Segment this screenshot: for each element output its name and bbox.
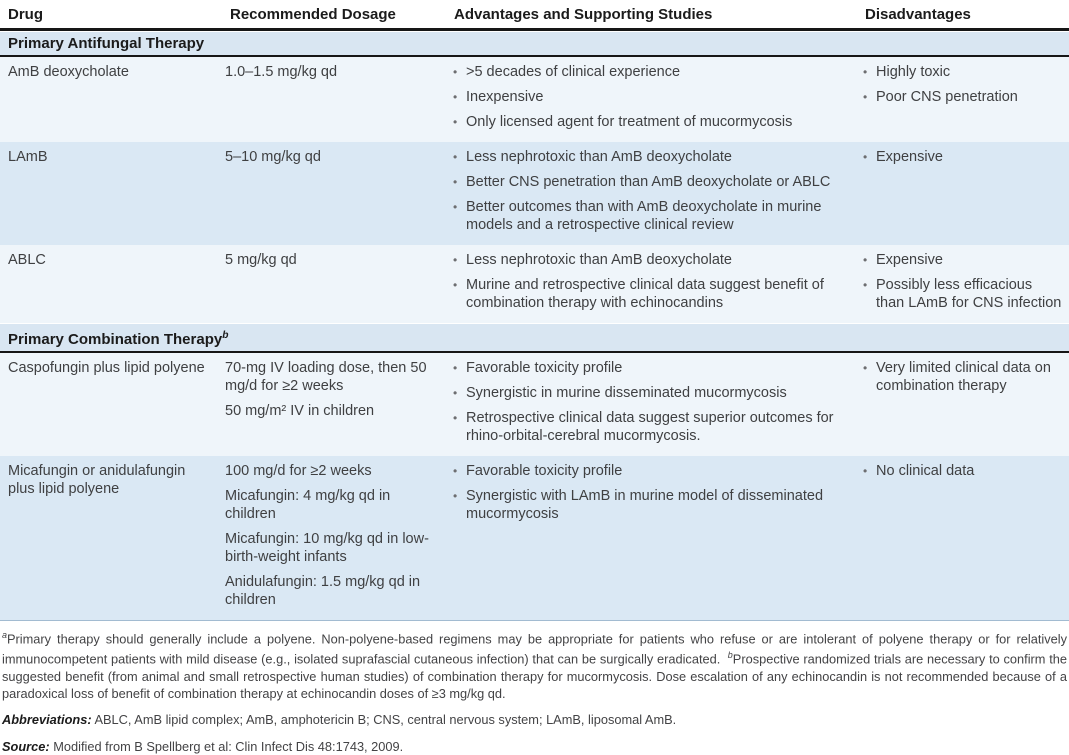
table-row-amb-deoxycholate: AmB deoxycholate 1.0–1.5 mg/kg qd • >5 de… [0, 57, 1069, 142]
bullet-icon: • [863, 361, 868, 375]
advantage-item: • Better CNS penetration than AmB deoxych… [453, 174, 831, 190]
bullet-icon: • [453, 489, 458, 503]
bullet-icon: • [863, 65, 868, 79]
disadvantage-item: • Expensive [863, 252, 943, 268]
footnote-a-text: Primary therapy should generally include… [2, 631, 1067, 667]
table-row-micafungin-anidulafungin: Micafungin or anidulafungin plus lipid p… [0, 456, 1069, 621]
dosage-line: 50 mg/m² IV in children [225, 403, 375, 419]
disadvantage-item: • Expensive [863, 149, 943, 165]
drug-name: Caspofungin plus lipid polyene [8, 360, 205, 376]
drug-name: LAmB [8, 149, 48, 165]
section-title: Primary Combination Therapy [8, 331, 223, 348]
bullet-icon: • [453, 278, 458, 292]
advantage-item: • Synergistic with LAmB in murine model o… [453, 488, 824, 522]
bullet-icon: • [453, 386, 458, 400]
advantage-item: • Only licensed agent for treatment of mu… [453, 114, 793, 130]
advantage-item: • Less nephrotoxic than AmB deoxycholate [453, 149, 732, 165]
table-header-row: Drug Recommended Dosage Advantages and S… [0, 0, 1069, 31]
table-row-caspofungin: Caspofungin plus lipid polyene 70-mg IV … [0, 353, 1069, 456]
dosage-line: 100 mg/d for ≥2 weeks [225, 463, 372, 479]
drug-name: Micafungin or anidulafungin plus lipid p… [8, 463, 186, 497]
bullet-icon: • [863, 464, 868, 478]
advantage-item: • Retrospective clinical data suggest sup… [453, 410, 834, 444]
source-label: Source: [2, 738, 50, 754]
drug-name: AmB deoxycholate [8, 64, 129, 80]
advantage-item: • Inexpensive [453, 89, 544, 105]
bullet-icon: • [453, 253, 458, 267]
antifungal-therapy-table: Drug Recommended Dosage Advantages and S… [0, 0, 1069, 621]
source-text: Modified from B Spellberg et al: Clin In… [53, 738, 404, 754]
disadvantage-item: • No clinical data [863, 463, 975, 479]
dosage-line: Anidulafungin: 1.5 mg/kg qd in children [225, 574, 421, 608]
footnote-a-superscript: a [2, 630, 7, 640]
bullet-icon: • [453, 200, 458, 214]
bullet-icon: • [453, 464, 458, 478]
section-header-primary-antifungal-therapy: Primary Antifungal Therapy [0, 32, 1069, 57]
advantage-item: • >5 decades of clinical experience [453, 64, 681, 80]
bullet-icon: • [863, 150, 868, 164]
bullet-icon: • [453, 115, 458, 129]
source-line: Source: Modified from B Spellberg et al:… [2, 738, 1067, 755]
dosage-line: 5 mg/kg qd [225, 252, 297, 268]
dosage-line: Micafungin: 10 mg/kg qd in low-birth-wei… [225, 531, 429, 565]
disadvantage-item: • Very limited clinical data on combinati… [863, 360, 1051, 394]
bullet-icon: • [863, 253, 868, 267]
advantage-item: • Synergistic in murine disseminated muco… [453, 385, 787, 401]
advantage-item: • Murine and retrospective clinical data … [453, 277, 824, 311]
footnote-paragraph: aPrimary therapy should generally includ… [2, 627, 1067, 702]
advantage-item: • Favorable toxicity profile [453, 360, 623, 376]
bullet-icon: • [453, 150, 458, 164]
dosage-line: 70-mg IV loading dose, then 50 mg/d for … [225, 360, 427, 394]
advantage-item: • Less nephrotoxic than AmB deoxycholate [453, 252, 732, 268]
col-header-advantages: Advantages and Supporting Studies [454, 6, 713, 23]
table-row-lamb: LAmB 5–10 mg/kg qd • Less nephrotoxic tha… [0, 142, 1069, 245]
advantage-item: • Favorable toxicity profile [453, 463, 623, 479]
disadvantage-item: • Highly toxic [863, 64, 951, 80]
col-header-disadvantages: Disadvantages [865, 6, 971, 23]
drug-name: ABLC [8, 252, 46, 268]
section-title: Primary Antifungal Therapy [8, 35, 205, 52]
bullet-icon: • [453, 90, 458, 104]
section-title-superscript: b [222, 330, 229, 341]
bullet-icon: • [863, 90, 868, 104]
dosage-line: Micafungin: 4 mg/kg qd in children [225, 488, 391, 522]
footnotes-block: aPrimary therapy should generally includ… [0, 621, 1069, 755]
section-header-primary-combination-therapy: Primary Combination Therapyb [0, 324, 1069, 353]
footnote-b-superscript: b [727, 650, 733, 661]
bullet-icon: • [453, 411, 458, 425]
disadvantage-item: • Possibly less efficacious than LAmB for… [863, 277, 1062, 311]
abbreviations-label: Abbreviations: [2, 711, 92, 727]
dosage-line: 1.0–1.5 mg/kg qd [225, 64, 338, 80]
bullet-icon: • [453, 361, 458, 375]
bullet-icon: • [453, 175, 458, 189]
bullet-icon: • [453, 65, 458, 79]
advantage-item: • Better outcomes than with AmB deoxychol… [453, 199, 822, 233]
abbreviations-line: Abbreviations: ABLC, AmB lipid complex; … [2, 711, 1067, 728]
col-header-drug: Drug [8, 6, 43, 23]
col-header-dosage: Recommended Dosage [230, 6, 396, 23]
abbreviations-text: ABLC, AmB lipid complex; AmB, amphoteric… [94, 711, 677, 727]
dosage-line: 5–10 mg/kg qd [225, 149, 321, 165]
disadvantage-item: • Poor CNS penetration [863, 89, 1018, 105]
bullet-icon: • [863, 278, 868, 292]
table-row-ablc: ABLC 5 mg/kg qd • Less nephrotoxic than A… [0, 245, 1069, 323]
